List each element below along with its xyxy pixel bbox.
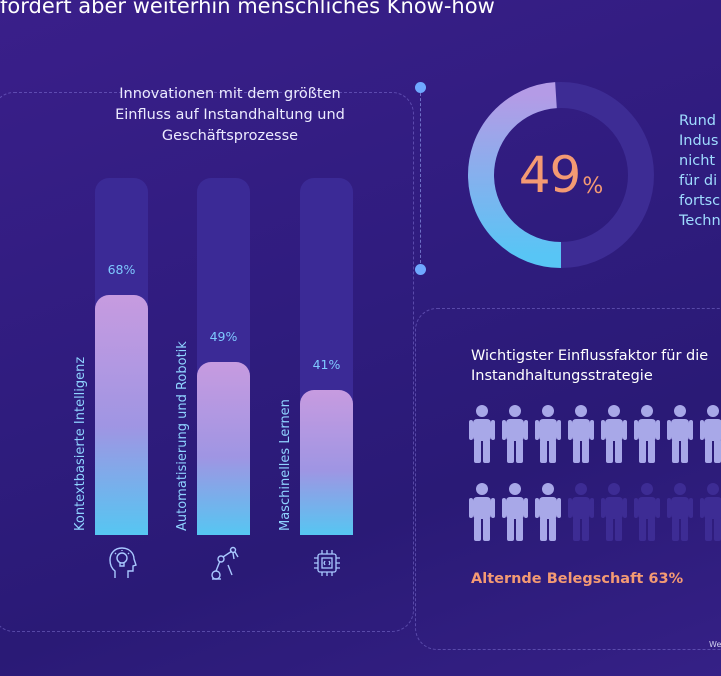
donut-desc-line: Indus — [679, 133, 719, 149]
donut-desc-line: Techn — [679, 213, 721, 229]
person-icon — [535, 483, 561, 541]
person-icon — [700, 405, 721, 463]
donut-percent: % — [582, 173, 604, 199]
person-icon — [469, 405, 495, 463]
person-icon — [667, 483, 693, 541]
bar — [300, 390, 353, 535]
donut-desc-line: Rund — [679, 113, 717, 129]
person-icon — [502, 483, 528, 541]
person-icon — [469, 483, 495, 541]
bar-value-label: 68% — [107, 262, 136, 277]
bar-chart-title: Innovationen mit dem größten Einfluss au… — [115, 86, 345, 144]
bar — [95, 295, 148, 535]
person-icon — [502, 405, 528, 463]
bar-chart-frame — [0, 92, 414, 632]
bar-value-label: 41% — [312, 357, 341, 372]
timeline-dot — [415, 264, 426, 275]
person-icon — [601, 405, 627, 463]
person-icon — [535, 405, 561, 463]
factor-title-line: Wichtigster Einflussfaktor für die — [471, 348, 709, 364]
bar-category-label: Kontextbasierte Intelligenz — [73, 356, 88, 531]
bar-category-label: Maschinelles Lernen — [278, 399, 293, 531]
person-icon — [601, 483, 627, 541]
person-row — [469, 482, 721, 542]
donut-slice — [468, 82, 562, 268]
donut-value: 49 % — [466, 80, 656, 270]
person-icon — [700, 483, 721, 541]
donut-chart — [468, 82, 654, 268]
person-row — [469, 404, 721, 464]
donut-desc-line: nicht — [679, 153, 716, 169]
timeline-dot — [415, 82, 426, 93]
headline: fordert aber weiterhin menschliches Know… — [0, 0, 495, 18]
bar-value-label: 49% — [209, 329, 238, 344]
lightbulb-head-icon — [95, 540, 148, 585]
timeline-divider — [420, 88, 421, 268]
person-icon — [568, 483, 594, 541]
chip-icon — [300, 540, 353, 585]
robot-arm-icon — [197, 540, 250, 585]
person-icon — [568, 405, 594, 463]
person-icon — [667, 405, 693, 463]
person-icon — [634, 405, 660, 463]
bar-category-label: Automatisierung und Robotik — [175, 341, 190, 531]
donut-number: 49 — [518, 146, 582, 204]
footnote: We — [709, 640, 721, 649]
factor-title: Wichtigster Einflussfaktor für die Insta… — [471, 346, 708, 386]
factor-title-line: Instandhaltungsstrategie — [471, 368, 653, 384]
person-icon — [634, 483, 660, 541]
factor-frame — [415, 308, 721, 650]
donut-desc-line: fortsc — [679, 193, 721, 209]
donut-desc-line: für di — [679, 173, 718, 189]
bar — [197, 362, 250, 535]
donut-description: Rund Indus nicht für di fortsc Techn — [679, 111, 721, 231]
factor-caption: Alternde Belegschaft 63% — [471, 571, 684, 587]
